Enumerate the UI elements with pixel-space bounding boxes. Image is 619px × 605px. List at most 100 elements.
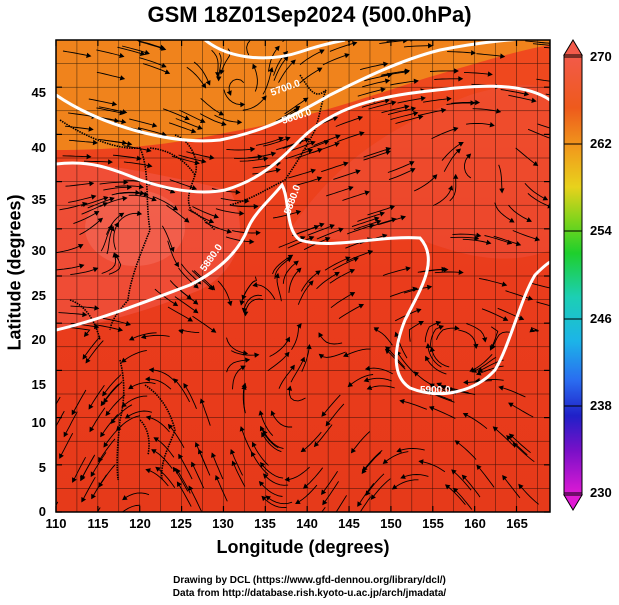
streamline-arrow <box>191 461 196 468</box>
streamline <box>263 473 289 486</box>
streamline <box>476 365 504 375</box>
streamline-arrow <box>310 140 316 146</box>
streamline <box>125 410 153 419</box>
streamline-arrow <box>122 195 128 202</box>
streamline-arrow <box>121 357 127 363</box>
streamline <box>186 66 206 88</box>
colorbar-bottom-arrow <box>563 494 583 511</box>
streamline <box>427 343 442 368</box>
streamline <box>230 449 244 476</box>
streamline-arrow <box>176 481 182 487</box>
streamline <box>240 426 253 453</box>
streamline-arrow <box>501 281 508 287</box>
streamline <box>56 264 84 271</box>
streamline-arrow <box>86 52 92 58</box>
streamline-arrow <box>319 222 325 228</box>
streamline <box>285 149 313 160</box>
streamline-arrow <box>119 110 125 116</box>
streamline-arrow <box>144 49 150 55</box>
streamline-arrow <box>284 476 290 482</box>
streamline <box>325 403 345 426</box>
streamline <box>70 305 99 309</box>
streamline-arrow <box>186 294 192 300</box>
streamline-arrow <box>473 343 479 350</box>
streamline-arrow <box>226 90 232 96</box>
streamline-arrow <box>258 480 265 487</box>
streamline-arrow <box>344 53 350 59</box>
streamline-arrow <box>46 417 50 421</box>
streamline <box>508 402 534 418</box>
streamline-arrow <box>82 311 88 318</box>
streamline-arrow <box>444 484 451 490</box>
streamline <box>173 378 190 403</box>
streamline <box>58 312 87 316</box>
streamline <box>59 202 87 211</box>
streamline <box>351 431 371 453</box>
plot-title: GSM 18Z01Sep2024 (500.0hPa) <box>147 2 472 27</box>
streamline-arrow <box>252 63 258 70</box>
streamline <box>285 466 310 481</box>
streamline <box>505 290 533 300</box>
streamline-arrow <box>197 448 203 455</box>
streamline <box>462 238 491 244</box>
streamline-arrow <box>379 211 385 217</box>
streamline <box>121 45 150 55</box>
streamline <box>408 321 424 342</box>
streamline <box>335 495 347 512</box>
streamline-arrow <box>432 174 438 180</box>
streamline <box>364 74 392 82</box>
streamline-arrow <box>396 447 402 453</box>
streamline-arrow <box>167 423 174 430</box>
streamline <box>176 468 191 494</box>
streamline-arrow <box>542 195 549 201</box>
streamline-arrow <box>420 95 426 102</box>
streamline <box>396 351 415 374</box>
streamline-arrow <box>452 487 459 494</box>
streamline-arrow <box>405 266 411 272</box>
streamline-arrow <box>321 489 327 495</box>
colorbar <box>563 54 583 496</box>
streamline <box>174 296 198 314</box>
streamline <box>298 67 322 85</box>
streamline <box>102 374 122 396</box>
streamline-arrow <box>289 364 295 371</box>
streamline-arrow <box>310 168 316 174</box>
streamline-arrow <box>458 141 464 147</box>
streamline-arrow <box>116 514 120 518</box>
streamline-arrow <box>82 354 88 360</box>
streamline-arrow <box>83 331 90 338</box>
streamline-arrow <box>391 100 397 106</box>
streamline <box>106 226 114 255</box>
x-tick-label: 130 <box>212 516 234 531</box>
streamline <box>91 474 107 499</box>
streamline <box>152 196 178 211</box>
streamline <box>198 449 211 476</box>
streamline <box>122 492 150 500</box>
streamline-arrow <box>385 150 391 156</box>
streamline <box>380 71 409 77</box>
streamline-arrow <box>261 495 267 502</box>
streamline-arrow <box>518 315 525 321</box>
streamline-arrow <box>316 176 323 182</box>
coastline <box>59 74 327 481</box>
streamline <box>62 155 91 158</box>
streamline-arrow <box>489 122 495 128</box>
streamline-arrow <box>350 447 356 454</box>
streamline <box>441 142 464 161</box>
streamline-arrow <box>183 217 190 223</box>
streamline <box>506 435 528 456</box>
y-tick-label: 30 <box>31 243 46 258</box>
streamline <box>357 483 375 507</box>
streamline-arrow <box>553 287 557 291</box>
streamline <box>56 410 65 427</box>
streamline-arrow <box>370 494 376 500</box>
streamline <box>99 181 128 185</box>
streamline-arrow <box>404 68 411 74</box>
streamline <box>458 329 477 349</box>
streamline-arrow <box>382 233 388 239</box>
streamline <box>70 267 98 276</box>
streamline <box>443 148 461 172</box>
streamline <box>479 277 507 286</box>
streamline <box>261 432 282 453</box>
streamline-arrow <box>345 256 351 262</box>
